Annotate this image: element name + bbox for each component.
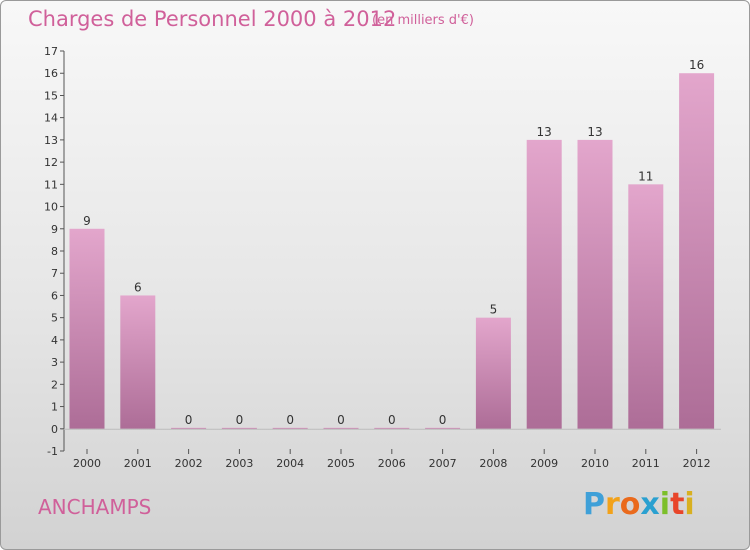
y-tick-label: 16 [44, 67, 58, 80]
logo-letter: t [670, 487, 685, 522]
y-tick-label: 1 [51, 401, 58, 414]
data-label-2002: 0 [185, 413, 193, 427]
logo-letter: i [659, 487, 671, 522]
x-tick-label-2000: 2000 [73, 457, 101, 470]
y-tick-label: 10 [44, 201, 58, 214]
logo-letter: x [640, 487, 660, 522]
y-tick-label: 14 [44, 112, 58, 125]
data-label-2007: 0 [439, 413, 447, 427]
y-tick-label: -1 [47, 445, 58, 458]
data-label-2008: 5 [490, 303, 498, 317]
y-tick-label: 7 [51, 267, 58, 280]
bar-2002 [171, 427, 207, 430]
y-tick-label: 0 [51, 423, 58, 436]
y-tick-label: 15 [44, 89, 58, 102]
chart-subtitle: (en milliers d'€) [372, 13, 474, 28]
x-tick-label-2002: 2002 [175, 457, 203, 470]
y-tick-label: 3 [51, 356, 58, 369]
y-tick-label: 5 [51, 312, 58, 325]
y-tick-label: 2 [51, 378, 58, 391]
data-label-2001: 6 [134, 280, 142, 294]
bar-2009 [526, 139, 562, 429]
y-tick-label: 6 [51, 289, 58, 302]
y-tick-label: 17 [44, 45, 58, 58]
data-label-2005: 0 [337, 413, 345, 427]
x-tick-label-2004: 2004 [276, 457, 304, 470]
x-tick-label-2012: 2012 [683, 457, 711, 470]
x-tick-label-2011: 2011 [632, 457, 660, 470]
x-tick-label-2007: 2007 [429, 457, 457, 470]
data-label-2003: 0 [236, 413, 244, 427]
x-tick-label-2001: 2001 [124, 457, 152, 470]
bars-layer: 9 6 0 0 0 0 0 0 5 13 13 11 16 [69, 58, 715, 430]
data-label-2000: 9 [83, 214, 91, 228]
y-tick-label: 12 [44, 156, 58, 169]
y-tick-label: 11 [44, 178, 58, 191]
x-tick-label-2006: 2006 [378, 457, 406, 470]
logo-letter: i [684, 487, 695, 522]
bar-2003 [221, 427, 257, 430]
bar-2000 [69, 228, 105, 429]
y-tick-label: 4 [51, 334, 58, 347]
logo-letter: r [605, 487, 620, 522]
x-tick-label-2009: 2009 [530, 457, 558, 470]
data-label-2010: 13 [587, 125, 602, 139]
y-tick-label: 13 [44, 134, 58, 147]
data-label-2006: 0 [388, 413, 396, 427]
x-tick-label-2003: 2003 [225, 457, 253, 470]
logo-letter: P [583, 487, 605, 522]
commune-name: ANCHAMPS [38, 495, 152, 519]
bar-2005 [323, 427, 359, 430]
bar-2008 [475, 317, 511, 429]
logo-letter: o [619, 487, 641, 522]
y-tick-label: 9 [51, 223, 58, 236]
bar-2012 [679, 73, 715, 429]
data-label-2004: 0 [286, 413, 294, 427]
y-tick-label: 8 [51, 245, 58, 258]
chart-title: Charges de Personnel 2000 à 2012 [28, 7, 397, 31]
bar-2004 [272, 427, 308, 430]
data-label-2009: 13 [537, 125, 552, 139]
x-tick-label-2010: 2010 [581, 457, 609, 470]
data-label-2011: 11 [638, 169, 653, 183]
x-tick-label-2008: 2008 [479, 457, 507, 470]
bar-2006 [374, 427, 410, 430]
bar-2011 [628, 184, 664, 429]
proxiti-logo: Proxiti [583, 487, 695, 522]
bar-2007 [425, 427, 461, 430]
data-label-2012: 16 [689, 58, 704, 72]
bar-2010 [577, 139, 613, 429]
bar-2001 [120, 295, 156, 429]
x-tick-label-2005: 2005 [327, 457, 355, 470]
